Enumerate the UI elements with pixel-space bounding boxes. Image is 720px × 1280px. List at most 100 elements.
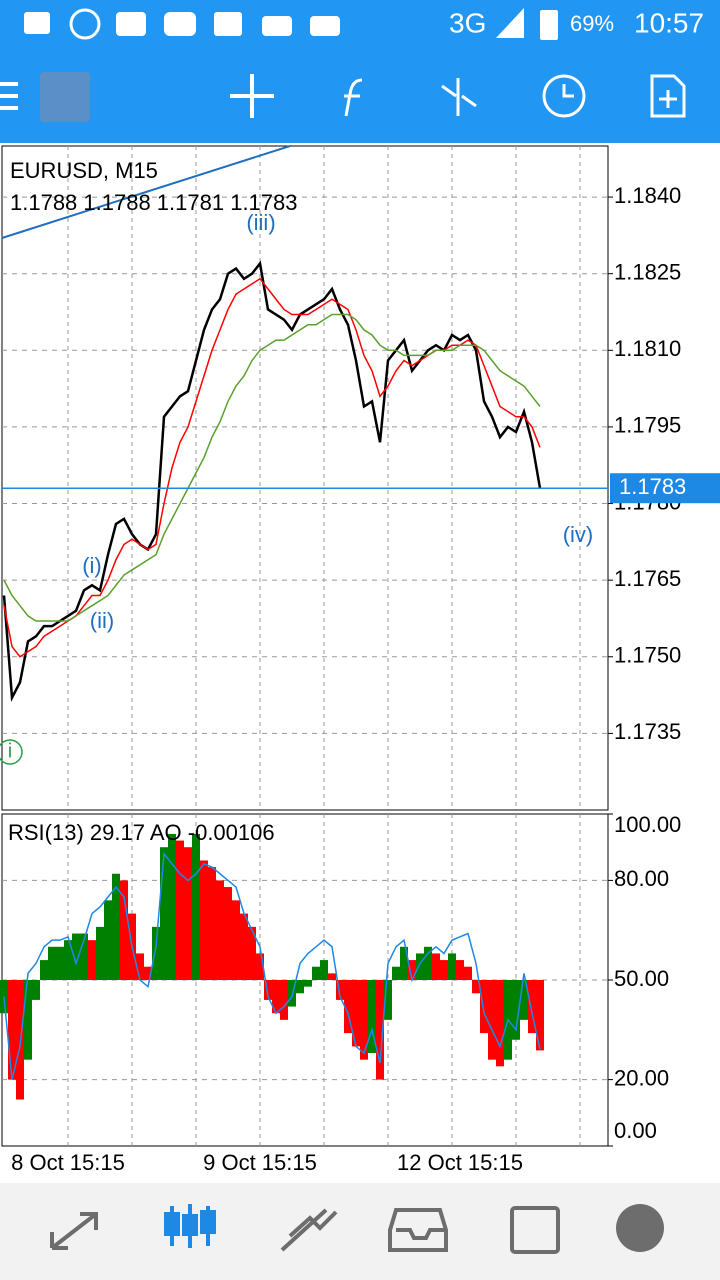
ao-bar (160, 847, 168, 980)
ao-bar (336, 980, 344, 1000)
ao-bar (96, 926, 104, 980)
icon (214, 12, 242, 36)
inbox-tab[interactable] (388, 1208, 448, 1252)
ao-bar (424, 946, 432, 980)
wave-label: (iv) (563, 522, 594, 547)
y-tick-label: 1.1735 (614, 719, 681, 744)
ao-bar (416, 953, 424, 980)
ao-bar (256, 953, 264, 980)
y-tick-label: 1.1750 (614, 643, 681, 668)
clock: 10:57 (634, 7, 704, 38)
ao-bar (440, 960, 448, 980)
ao-bar (496, 980, 504, 1067)
wave-label: i (8, 740, 12, 762)
plus (659, 90, 677, 108)
ao-bar (448, 953, 456, 980)
series-line (2, 260, 542, 703)
ao-bar (184, 847, 192, 980)
bottom-nav (0, 1183, 720, 1280)
bottom-nav-icons (50, 1204, 664, 1254)
price-panel (1, 145, 609, 811)
ao-bar (24, 980, 32, 1060)
ao-bar (40, 960, 48, 980)
y-tick-label: 20.00 (614, 1065, 669, 1090)
ao-bar (352, 980, 360, 1047)
toolbar (0, 72, 686, 122)
current-price-label: 1.1783 (619, 474, 686, 499)
menu-button[interactable] (0, 82, 18, 110)
y-tick-label: 1.1765 (614, 566, 681, 591)
ao-bar (312, 966, 320, 980)
news-tab[interactable] (510, 1206, 560, 1254)
ao-bar (288, 980, 296, 1007)
ao-bar (8, 980, 16, 1080)
ao-bar (296, 980, 304, 994)
battery-icon (540, 10, 558, 40)
ao-bar (232, 900, 240, 980)
ao-bar (472, 980, 480, 994)
ao-bar (216, 880, 224, 980)
ao-bar (344, 980, 352, 1034)
icon (164, 12, 196, 36)
chart-tab[interactable] (164, 1204, 216, 1248)
ao-bar (408, 960, 416, 980)
ao-bar (144, 966, 152, 980)
x-tick-label: 12 Oct 15:15 (397, 1150, 523, 1175)
indicator-title: RSI(13) 29.17 AO -0.00106 (8, 820, 275, 845)
ao-bar (280, 980, 288, 1020)
icon (262, 16, 292, 36)
ohlc: 1.1788 1.1788 1.1781 1.1783 (10, 190, 298, 215)
x-tick-label: 9 Oct 15:15 (203, 1150, 317, 1175)
trend-line (1, 145, 291, 239)
icon (69, 8, 101, 40)
ao-bar (536, 980, 544, 1051)
signal (496, 8, 524, 38)
timeframe-button[interactable] (542, 74, 586, 118)
ao-bar (464, 966, 472, 980)
ao-bar (520, 980, 528, 1020)
battery: 69% (570, 11, 614, 36)
ao-bar (432, 953, 440, 980)
series-line (3, 313, 541, 622)
ao-bar (264, 980, 272, 1000)
ao-bar (512, 980, 520, 1040)
ao-bar (392, 966, 400, 980)
ao-bar (304, 980, 312, 987)
ao-bar (48, 946, 56, 980)
indicators-button[interactable] (344, 78, 363, 117)
ao-bar (224, 887, 232, 980)
plot (0, 260, 608, 1100)
ao-bar (88, 940, 96, 980)
y-tick-label: 80.00 (614, 866, 669, 891)
wave-label: (i) (82, 553, 102, 578)
y-tick-label: 1.1810 (614, 336, 681, 361)
ao-bar (120, 880, 128, 980)
ao-bar (368, 980, 376, 1054)
crosshair-button[interactable] (230, 74, 274, 118)
ao-bar (168, 833, 176, 980)
chat-tab[interactable] (616, 1204, 664, 1252)
symbols-button[interactable] (441, 78, 477, 116)
new-order-button[interactable] (650, 74, 686, 118)
y-tick-label: 1.1795 (614, 413, 681, 438)
ao-bar (64, 940, 72, 980)
ao-bar (200, 860, 208, 980)
series-line (3, 851, 541, 1080)
series-line (3, 277, 541, 658)
ao-bar (136, 953, 144, 980)
ao-bar (272, 980, 280, 1014)
wave-circle (0, 739, 23, 765)
y-tick-label: 0.00 (614, 1118, 657, 1143)
ao-bar (528, 980, 536, 1034)
wave-label: (ii) (90, 608, 114, 633)
ao-bar (488, 980, 496, 1060)
ao-bar (208, 867, 216, 980)
app-logo[interactable] (40, 72, 90, 122)
ao-bar (248, 926, 256, 980)
ao-bar (400, 946, 408, 980)
ao-bar (112, 873, 120, 980)
history-tab[interactable] (280, 1208, 338, 1252)
trade-tab[interactable] (50, 1212, 98, 1250)
